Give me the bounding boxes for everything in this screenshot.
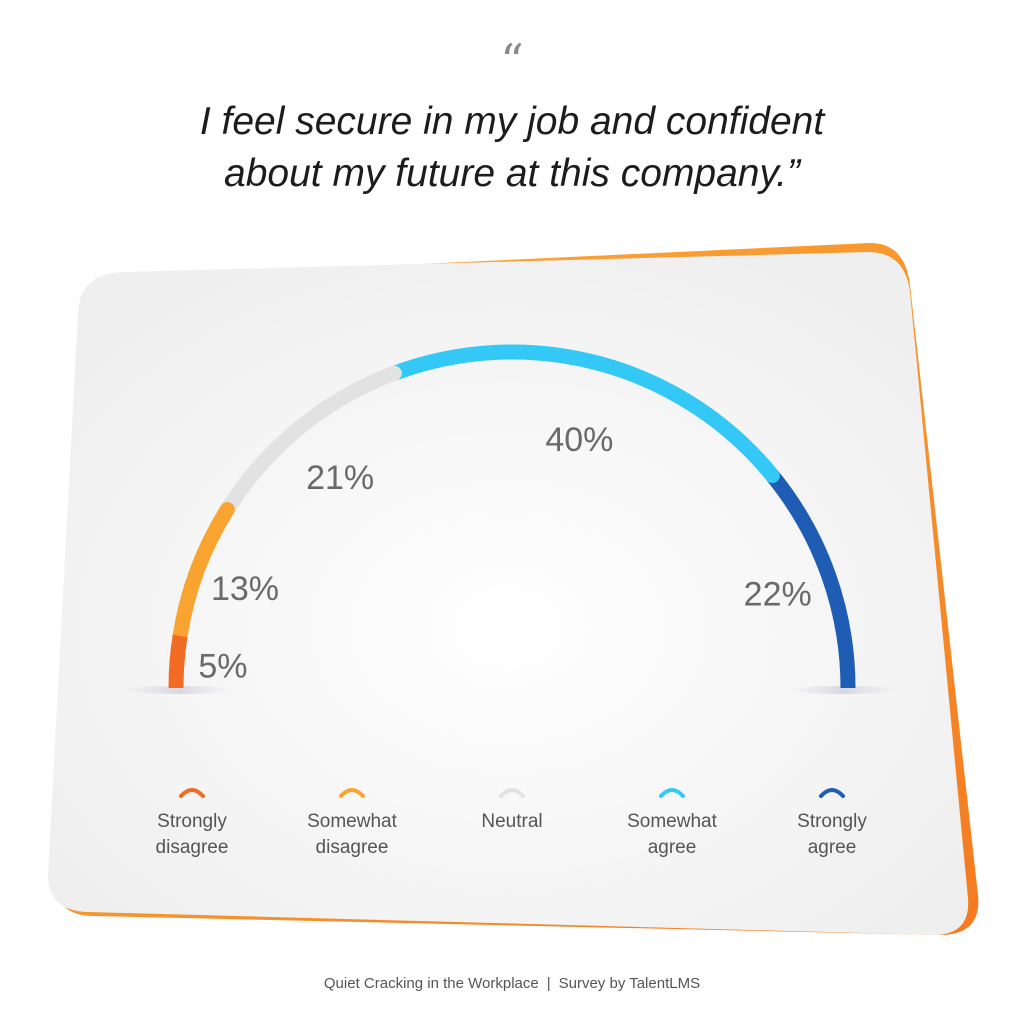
legend-label: Somewhat <box>307 811 397 832</box>
card <box>48 252 969 935</box>
value-label-somewhat-agree: 40% <box>545 421 613 459</box>
legend-label: Strongly <box>797 811 867 832</box>
legend-arc-icon <box>499 788 525 798</box>
gauge-segment-somewhat-agree <box>386 344 780 484</box>
footer: Quiet Cracking in the Workplace | Survey b… <box>0 975 1024 992</box>
legend-label: agree <box>648 837 697 858</box>
legend-label: disagree <box>156 837 229 858</box>
quote-mark: “ <box>500 34 524 88</box>
legend-arc-icon <box>659 788 685 798</box>
legend-item-somewhat-disagree: Somewhat disagree <box>307 788 398 858</box>
legend-label: disagree <box>316 837 389 858</box>
footer-source: Survey by TalentLMS <box>558 975 701 992</box>
gauge-segment-strongly-agree <box>766 470 856 689</box>
gauge-base-shadow-right <box>789 686 899 694</box>
legend-item-strongly-agree: Strongly agree <box>797 788 867 858</box>
legend-item-neutral: Neutral <box>481 788 543 832</box>
legend-label: agree <box>808 837 857 858</box>
value-label-somewhat-disagree: 13% <box>211 570 279 608</box>
legend-arc-icon <box>179 788 205 798</box>
legend-label: Neutral <box>481 811 542 832</box>
footer-report-title: Quiet Cracking in the Workplace <box>323 975 539 992</box>
legend-item-somewhat-agree: Somewhat agree <box>627 788 718 858</box>
gauge-segment-strongly-disagree <box>168 634 188 689</box>
value-label-strongly-disagree: 5% <box>198 648 247 686</box>
legend-label: Strongly <box>157 811 227 832</box>
gauge-segment-somewhat-disagree <box>172 502 235 644</box>
legend-label: Somewhat <box>627 811 717 832</box>
gauge-segment-neutral <box>219 365 402 518</box>
title-line-1: I feel secure in my job and confident <box>199 100 825 143</box>
value-label-neutral: 21% <box>306 459 374 497</box>
chart-title: I feel secure in my job and confident ab… <box>0 96 1024 200</box>
footer-separator: | <box>546 975 551 992</box>
title-line-2: about my future at this company.” <box>224 152 800 195</box>
value-label-strongly-agree: 22% <box>744 575 812 613</box>
legend-arc-icon <box>339 788 365 798</box>
legend-arc-icon <box>819 788 845 798</box>
legend-item-strongly-disagree: Strongly disagree <box>156 788 229 858</box>
gauge-base-shadow-left <box>123 686 233 694</box>
